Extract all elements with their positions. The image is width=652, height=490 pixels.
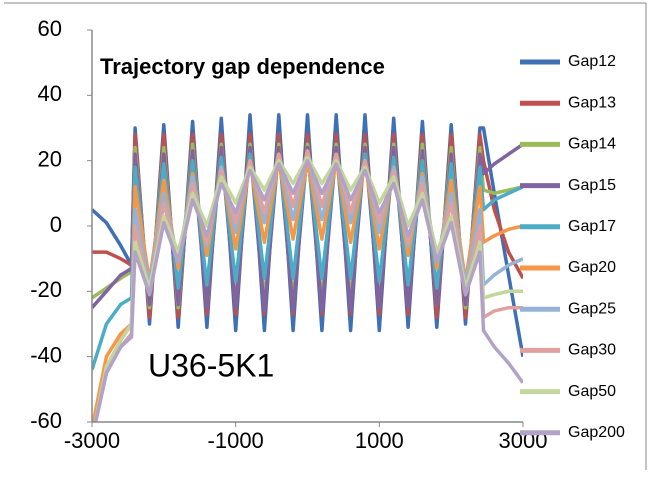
legend-label: Gap15 — [568, 177, 616, 194]
legend-label: Gap12 — [568, 53, 616, 70]
legend-label: Gap17 — [568, 218, 616, 235]
x-tick-label: 1000 — [355, 428, 404, 453]
legend-label: Gap30 — [568, 342, 616, 359]
x-tick-label: -1000 — [208, 428, 264, 453]
series-line — [93, 149, 523, 422]
y-tick-label: 40 — [38, 81, 62, 106]
series-line — [93, 158, 523, 422]
legend-label: Gap25 — [568, 300, 616, 317]
legend-label: Gap200 — [568, 424, 625, 441]
legend-label: Gap13 — [568, 94, 616, 111]
series-line — [93, 152, 523, 422]
y-tick-label: -60 — [30, 408, 62, 433]
annotation: U36-5K1 — [148, 347, 274, 383]
y-tick-label: -40 — [30, 342, 62, 367]
legend-label: Gap20 — [568, 259, 616, 276]
x-tick-label: -3000 — [64, 428, 120, 453]
y-tick-label: 20 — [38, 146, 62, 171]
series-line — [93, 155, 523, 422]
legend-label: Gap50 — [568, 383, 616, 400]
plot-area — [92, 113, 523, 422]
y-tick-label: 0 — [50, 212, 62, 237]
legend-label: Gap14 — [568, 136, 616, 153]
y-tick-label: -20 — [30, 277, 62, 302]
y-tick-label: 60 — [38, 16, 62, 41]
chart-title: Trajectory gap dependence — [100, 54, 385, 79]
